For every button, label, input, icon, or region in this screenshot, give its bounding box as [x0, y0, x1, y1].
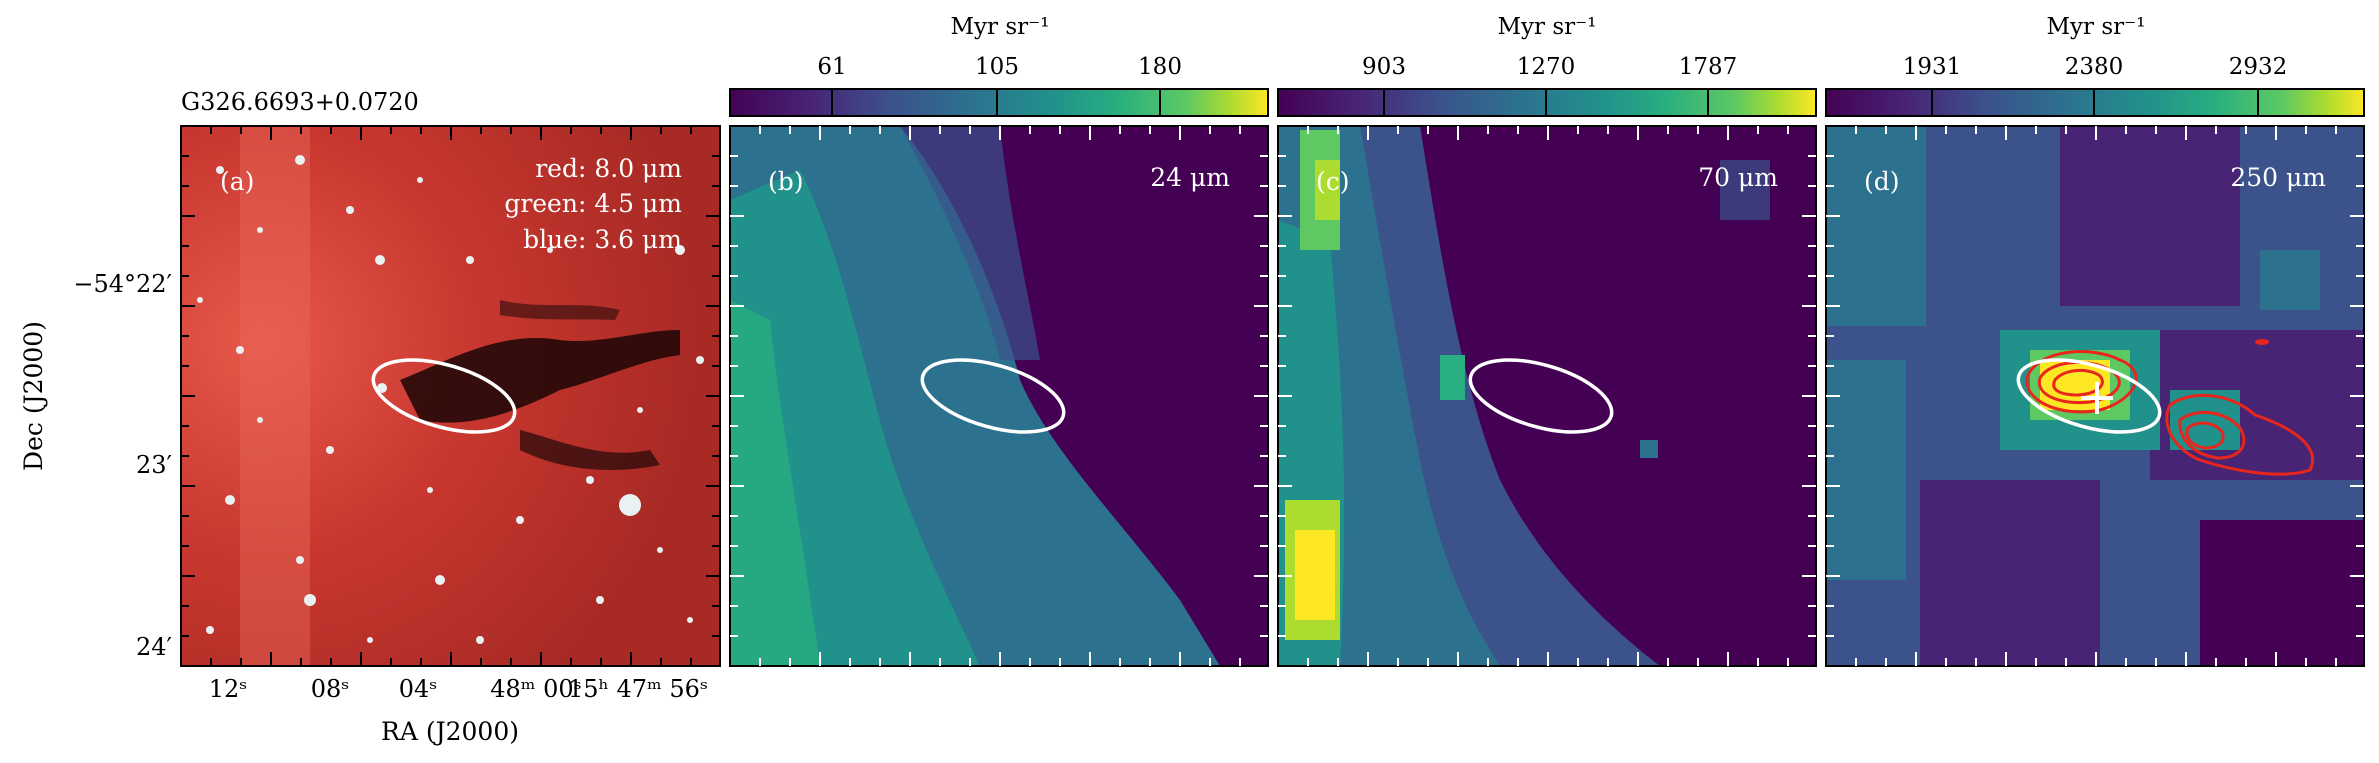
colorbar-b: Myr sr⁻¹ 61 105 180: [729, 14, 1269, 117]
panel-c: (c) 70 μm: [1277, 125, 1817, 667]
colorbar-tick-label: 180: [1138, 54, 1182, 80]
colorbar-tick-label: 2380: [2065, 54, 2124, 80]
colorbar-d: Myr sr⁻¹ 1931 2380 2932: [1825, 14, 2365, 117]
colorbar-tick-label: 1931: [1903, 54, 1962, 80]
panel-band: 24 μm: [1150, 163, 1230, 192]
colorbar-tick-label: 61: [817, 54, 846, 80]
x-tick-label: 08ˢ: [311, 675, 350, 703]
annotation-red: red: 8.0 μm: [535, 154, 682, 183]
panel-d: (d) 250 μm: [1825, 125, 2365, 667]
colorbar-unit: Myr sr⁻¹: [2046, 14, 2145, 40]
panel-letter: (c): [1316, 167, 1350, 196]
panel-letter: (a): [220, 167, 254, 196]
y-tick-label: 23′: [136, 451, 172, 479]
colorbar-tick-label: 105: [975, 54, 1019, 80]
panel-band: 250 μm: [2230, 163, 2326, 192]
peak-cross-marker: [2081, 382, 2113, 414]
colorbar-c: Myr sr⁻¹ 903 1270 1787: [1277, 14, 1817, 117]
colorbar-tick-label: 1270: [1517, 54, 1576, 80]
colorbar-tick-label: 903: [1362, 54, 1406, 80]
axis-ticks: [181, 126, 2364, 666]
x-axis-title: RA (J2000): [381, 717, 519, 746]
x-tick-label: 48ᵐ 00ˢ: [490, 675, 582, 703]
aperture-ellipse: [371, 358, 517, 434]
panel-letter: (b): [768, 167, 804, 196]
x-tick-label: 15ʰ 47ᵐ 56ˢ: [568, 675, 708, 703]
x-tick-label: 12ˢ: [209, 675, 248, 703]
panel-letter: (d): [1864, 167, 1900, 196]
colorbar-tick-label: 2932: [2229, 54, 2288, 80]
panel-band: 70 μm: [1698, 163, 1778, 192]
colorbar-unit: Myr sr⁻¹: [1497, 14, 1596, 40]
panel-a: (a) red: 8.0 μm green: 4.5 μm blue: 3.6 …: [180, 125, 721, 667]
annotation-green: green: 4.5 μm: [504, 189, 682, 218]
y-tick-label: −54°22′: [73, 270, 172, 298]
y-axis-title: Dec (J2000): [19, 321, 48, 471]
x-tick-label: 04ˢ: [399, 675, 438, 703]
y-tick-label: 24′: [136, 633, 172, 661]
colorbar-unit: Myr sr⁻¹: [950, 14, 1049, 40]
colorbar-tick-label: 1787: [1679, 54, 1738, 80]
source-name: G326.6693+0.0720: [181, 88, 419, 116]
annotation-blue: blue: 3.6 μm: [523, 225, 682, 254]
panel-b: (b) 24 μm: [729, 125, 1269, 667]
